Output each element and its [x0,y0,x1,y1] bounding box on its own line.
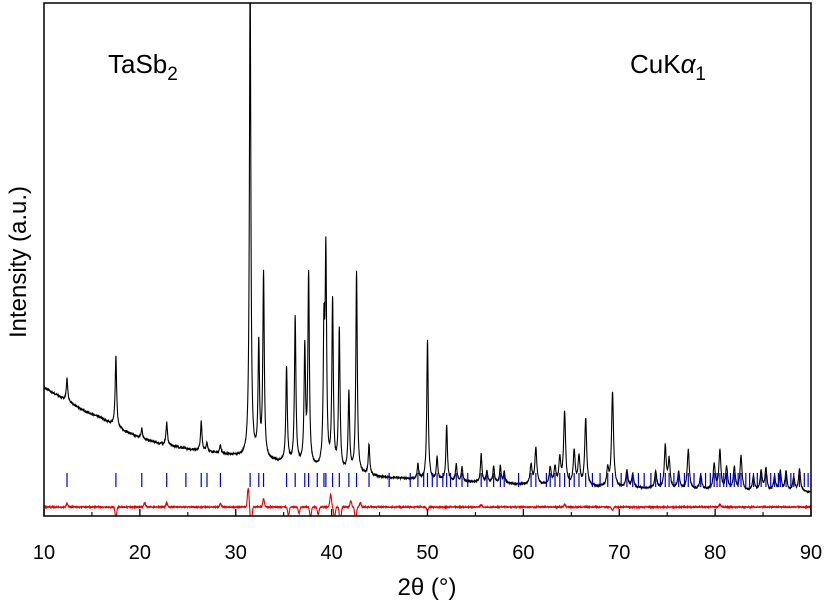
annotation-compound: TaSb2 [108,49,178,85]
x-axis-ticks: 10 20 30 40 50 60 70 80 90 [33,509,822,564]
bragg-reflection-markers [66,473,809,487]
x-tick-label: 60 [512,542,534,564]
x-tick-label: 80 [704,542,726,564]
x-axis-title: 2θ (°) [398,574,457,601]
y-axis-title: Intensity (a.u.) [5,186,32,338]
x-tick-label: 70 [608,542,630,564]
x-tick-label: 90 [800,542,822,564]
x-tick-label: 10 [33,542,55,564]
x-tick-label: 20 [129,542,151,564]
x-tick-label: 50 [416,542,438,564]
annotation-radiation: CuKα1 [630,49,706,85]
x-tick-label: 40 [321,542,343,564]
x-tick-label: 30 [225,542,247,564]
observed-pattern-line [44,3,811,494]
difference-curve-line [44,487,811,516]
